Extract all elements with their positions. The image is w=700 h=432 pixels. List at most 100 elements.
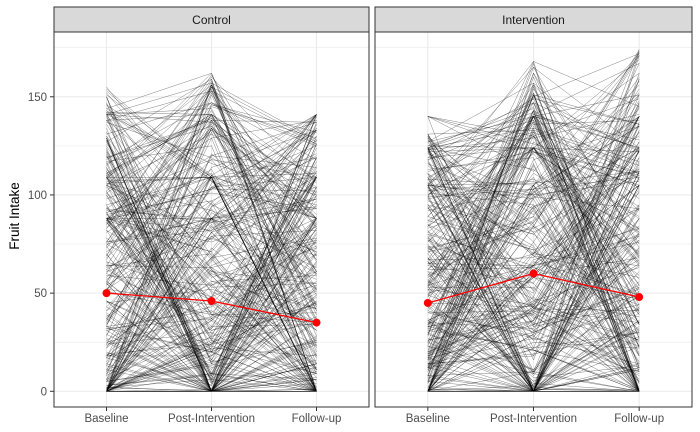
individual-line (106, 106, 317, 274)
individual-line (427, 126, 640, 211)
individual-line (427, 159, 640, 392)
individual-line (427, 208, 640, 392)
individual-line (427, 120, 640, 325)
individual-line (427, 165, 640, 370)
individual-line (427, 77, 640, 325)
x-tick-label: Baseline (406, 413, 450, 425)
individual-line (427, 102, 640, 282)
individual-line (106, 94, 317, 392)
individual-line (106, 104, 317, 378)
individual-line (106, 110, 317, 306)
individual-line (106, 290, 317, 315)
individual-line (106, 112, 317, 365)
individual-line (427, 177, 640, 376)
individual-line (427, 247, 640, 327)
individual-line (106, 332, 317, 392)
individual-line (427, 294, 640, 370)
individual-line (427, 133, 640, 310)
individual-line (106, 120, 317, 388)
individual-line (427, 206, 640, 392)
individual-line (106, 157, 317, 392)
mean-point (423, 298, 432, 307)
x-tick-label: Post-Intervention (168, 413, 255, 425)
individual-line (427, 287, 640, 378)
individual-line (106, 157, 317, 388)
individual-line (106, 135, 317, 379)
individual-trajectories (427, 49, 640, 392)
individual-line (106, 135, 317, 278)
individual-line (106, 78, 317, 392)
individual-line (106, 151, 317, 259)
individual-line (427, 332, 640, 365)
individual-line (427, 204, 640, 311)
individual-line (427, 108, 640, 294)
individual-trajectories (106, 72, 317, 392)
mean-point (529, 269, 538, 278)
individual-line (427, 60, 640, 390)
individual-line (106, 125, 317, 260)
individual-line (427, 186, 640, 382)
y-tick-label: 0 (41, 386, 47, 398)
individual-line (427, 253, 640, 286)
individual-line (427, 184, 640, 392)
individual-line (106, 347, 317, 392)
individual-line (106, 114, 317, 392)
facet-strip (374, 6, 693, 33)
facet-strip-label: Intervention (502, 13, 565, 27)
individual-line (106, 102, 317, 145)
individual-line (427, 94, 640, 355)
individual-line (106, 206, 317, 337)
individual-line (427, 151, 640, 186)
mean-point (635, 293, 644, 302)
individual-line (106, 237, 317, 311)
individual-line (106, 186, 317, 288)
individual-line (106, 114, 317, 308)
individual-line (106, 72, 317, 337)
individual-line (427, 76, 640, 366)
individual-line (427, 116, 640, 174)
x-tick-label: Baseline (84, 413, 128, 425)
individual-line (427, 255, 640, 308)
individual-line (427, 116, 640, 215)
individual-line (427, 228, 640, 388)
individual-line (427, 147, 640, 255)
individual-line (106, 359, 317, 392)
individual-line (106, 110, 317, 229)
x-tick-label: Follow-up (614, 413, 664, 425)
individual-line (427, 163, 640, 392)
individual-line (427, 341, 640, 392)
mean-point (102, 289, 111, 298)
individual-line (427, 239, 640, 357)
individual-line (427, 173, 640, 309)
individual-line (106, 241, 317, 321)
individual-line (427, 127, 640, 384)
individual-line (427, 180, 640, 253)
individual-line (106, 300, 317, 382)
individual-line (106, 177, 317, 253)
individual-line (427, 287, 640, 392)
individual-line (106, 208, 317, 382)
individual-line (427, 241, 640, 392)
individual-line (106, 145, 317, 392)
individual-line (427, 121, 640, 390)
individual-line (427, 296, 640, 349)
individual-line (427, 261, 640, 374)
individual-line (427, 147, 640, 392)
individual-line (427, 125, 640, 392)
individual-line (106, 198, 317, 280)
individual-line (427, 176, 640, 364)
individual-line (106, 153, 317, 270)
individual-line (106, 283, 317, 392)
individual-line (427, 116, 640, 325)
individual-line (427, 106, 640, 392)
individual-line (106, 118, 317, 215)
individual-line (106, 114, 317, 188)
individual-line (427, 66, 640, 249)
mean-point (312, 318, 321, 327)
individual-line (427, 126, 640, 392)
individual-line (427, 147, 640, 192)
individual-line (427, 53, 640, 327)
individual-line (106, 169, 317, 349)
individual-line (106, 130, 317, 343)
